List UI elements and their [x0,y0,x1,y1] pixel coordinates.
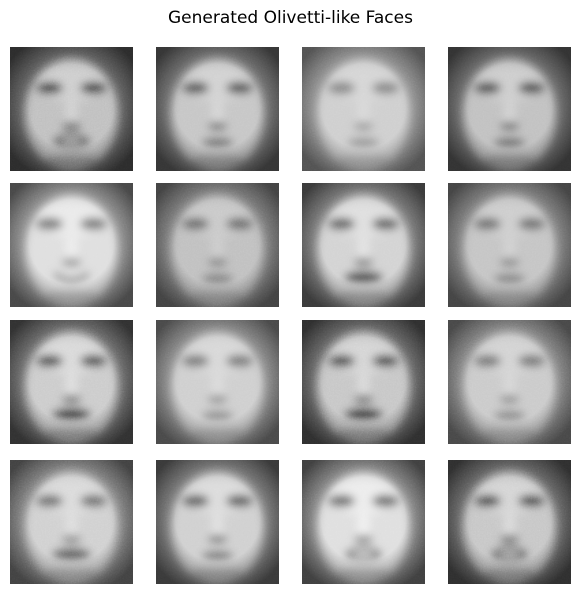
generated-face-image [302,47,425,171]
generated-face-image [448,460,571,584]
generated-face-image [448,183,571,307]
generated-face-image [10,460,133,584]
generated-face-image [10,320,133,444]
generated-face-image [156,47,279,171]
generated-face-image [302,183,425,307]
generated-face-image [448,47,571,171]
generated-face-image [448,320,571,444]
figure-title: Generated Olivetti-like Faces [168,8,413,28]
generated-face-image [302,460,425,584]
generated-face-image [10,183,133,307]
generated-face-image [156,183,279,307]
generated-face-image [156,320,279,444]
generated-face-image [156,460,279,584]
generated-face-image [10,47,133,171]
generated-face-image [302,320,425,444]
